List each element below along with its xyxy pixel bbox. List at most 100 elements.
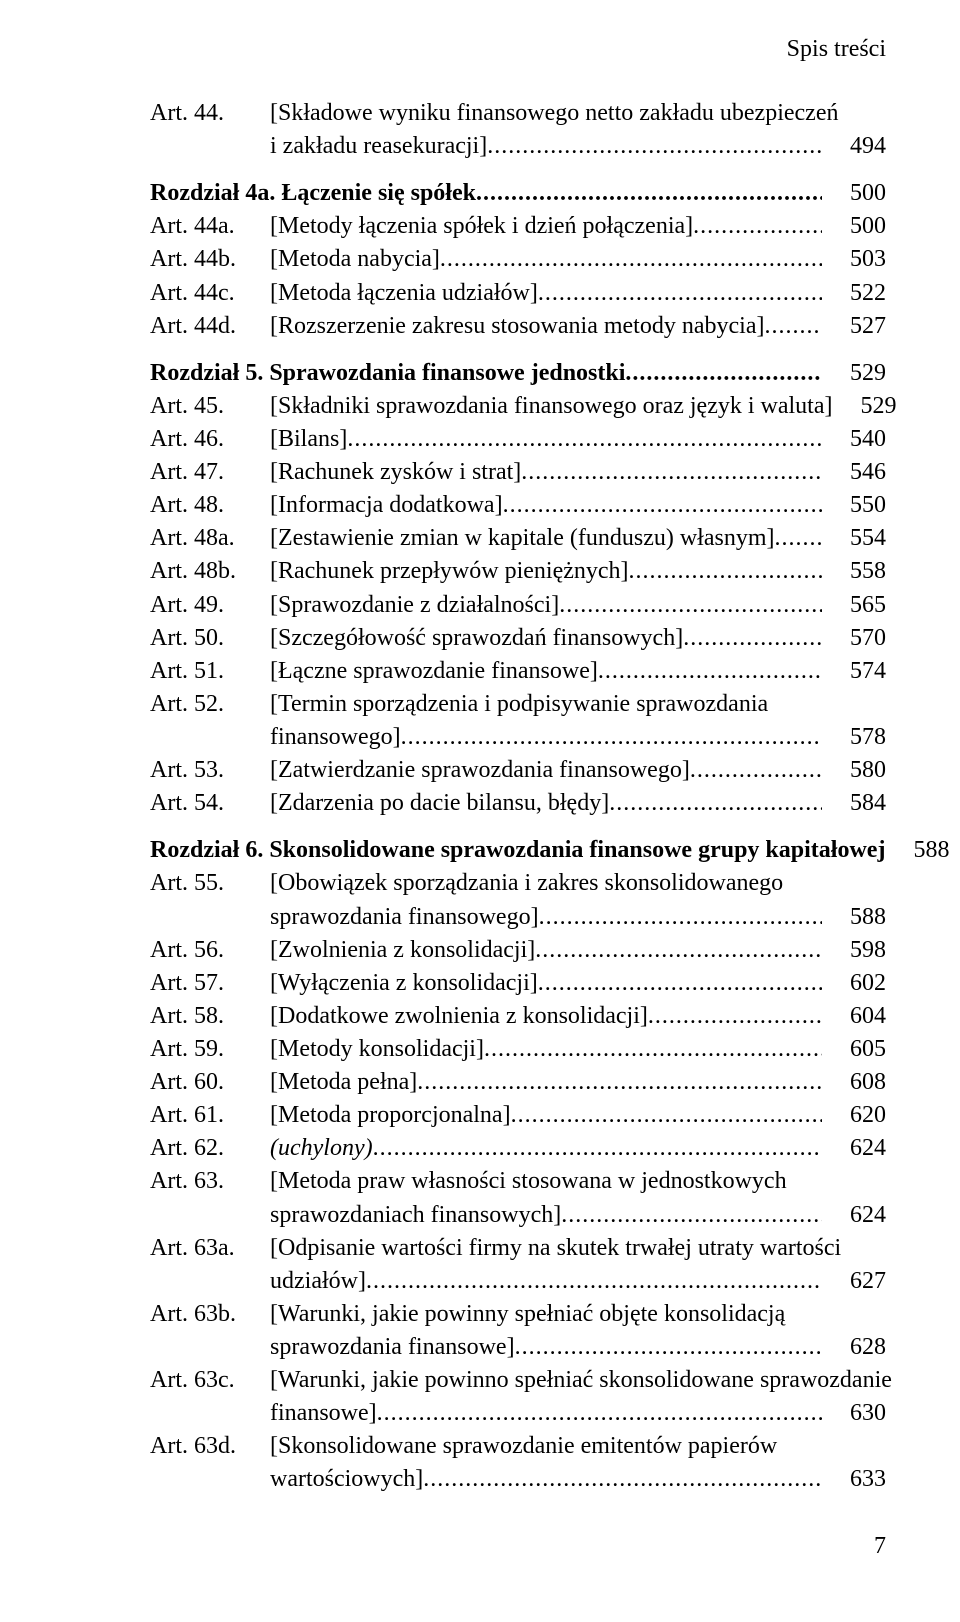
toc-entry: Art. 54.[Zdarzenia po dacie bilansu, błę… <box>150 787 886 820</box>
toc-page-number: 565 <box>822 589 886 622</box>
table-of-contents: Art. 44.[Składowe wyniku finansowego net… <box>150 97 886 1496</box>
toc-entry: Art. 61.[Metoda proporcjonalna]620 <box>150 1099 886 1132</box>
toc-entry: Art. 55.[Obowiązek sporządzania i zakres… <box>150 867 886 900</box>
toc-entry-title: [Sprawozdanie z działalności] <box>270 589 559 622</box>
toc-entry-title: [Zestawienie zmian w kapitale (funduszu)… <box>270 522 775 555</box>
toc-leader <box>347 423 822 456</box>
toc-leader <box>693 210 822 243</box>
toc-entry-title: [Metody łączenia spółek i dzień połączen… <box>270 210 693 243</box>
toc-leader <box>511 1099 822 1132</box>
toc-entry: Art. 44d.[Rozszerzenie zakresu stosowani… <box>150 310 886 343</box>
toc-leader <box>609 787 822 820</box>
toc-article-label: Art. 60. <box>150 1066 270 1099</box>
toc-entry-title: [Metoda łączenia udziałów] <box>270 277 538 310</box>
toc-entry-title: [Bilans] <box>270 423 347 456</box>
toc-leader <box>764 310 822 343</box>
toc-leader <box>648 1000 822 1033</box>
toc-leader <box>598 655 822 688</box>
toc-entry-title: [Rachunek przepływów pieniężnych] <box>270 555 629 588</box>
toc-entry-title: sprawozdania finansowe] <box>270 1331 515 1364</box>
toc-entry: Art. 48.[Informacja dodatkowa]550 <box>150 489 886 522</box>
toc-entry-title: finansowego] <box>270 721 401 754</box>
toc-article-label: Art. 58. <box>150 1000 270 1033</box>
toc-article-label: Art. 63a. <box>150 1232 270 1265</box>
toc-article-label: Art. 49. <box>150 589 270 622</box>
toc-page-number: 500 <box>822 177 886 210</box>
toc-page-number: 633 <box>822 1463 886 1496</box>
toc-entry: Art. 47.[Rachunek zysków i strat]546 <box>150 456 886 489</box>
toc-page-number: 540 <box>822 423 886 456</box>
toc-leader <box>440 243 822 276</box>
toc-article-label: Art. 47. <box>150 456 270 489</box>
toc-page-number: 558 <box>822 555 886 588</box>
toc-leader <box>683 622 822 655</box>
toc-article-label: Art. 44a. <box>150 210 270 243</box>
toc-page-number: 580 <box>822 754 886 787</box>
toc-article-label: Art. 51. <box>150 655 270 688</box>
running-header: Spis treści <box>150 36 886 63</box>
toc-entry-continuation: finansowego]578 <box>150 721 886 754</box>
toc-entry: Art. 44a.[Metody łączenia spółek i dzień… <box>150 210 886 243</box>
toc-page-number: 588 <box>885 834 949 867</box>
toc-entry-title: [Metoda pełna] <box>270 1066 417 1099</box>
toc-article-label: Art. 44. <box>150 97 270 130</box>
toc-entry-title: [Zdarzenia po dacie bilansu, błędy] <box>270 787 609 820</box>
toc-page-number: 588 <box>822 901 886 934</box>
toc-entry-title: sprawozdania finansowego] <box>270 901 539 934</box>
toc-entry-continuation: finansowe]630 <box>150 1397 886 1430</box>
toc-entry: Art. 63b.[Warunki, jakie powinny spełnia… <box>150 1298 886 1331</box>
toc-entry-title: [Informacja dodatkowa] <box>270 489 503 522</box>
toc-entry: Art. 44.[Składowe wyniku finansowego net… <box>150 97 886 130</box>
toc-page-number: 624 <box>822 1132 886 1165</box>
toc-entry: Art. 60.[Metoda pełna]608 <box>150 1066 886 1099</box>
toc-entry-continuation: sprawozdania finansowego] 588 <box>150 901 886 934</box>
toc-entry: Art. 53.[Zatwierdzanie sprawozdania fina… <box>150 754 886 787</box>
toc-entry: Art. 59.[Metody konsolidacji]605 <box>150 1033 886 1066</box>
toc-entry-title: [Składniki sprawozdania finansowego oraz… <box>270 390 832 423</box>
toc-section-title: Rozdział 6. Skonsolidowane sprawozdania … <box>150 834 885 867</box>
toc-entry-title: [Metoda proporcjonalna] <box>270 1099 511 1132</box>
toc-page-number: 527 <box>822 310 886 343</box>
toc-article-label: Art. 44b. <box>150 243 270 276</box>
toc-entry-title: [Składowe wyniku finansowego netto zakła… <box>270 97 838 130</box>
toc-page-number: 624 <box>822 1199 886 1232</box>
toc-page-number: 500 <box>822 210 886 243</box>
toc-leader <box>538 967 822 1000</box>
toc-article-label: Art. 62. <box>150 1132 270 1165</box>
toc-entry: Art. 63a.[Odpisanie wartości firmy na sk… <box>150 1232 886 1265</box>
toc-page-number: 554 <box>822 522 886 555</box>
toc-entry: Art. 44b.[Metoda nabycia] 503 <box>150 243 886 276</box>
toc-leader <box>521 456 822 489</box>
toc-leader <box>515 1331 822 1364</box>
toc-leader <box>538 277 822 310</box>
toc-entry-title: (uchylony) <box>270 1132 373 1165</box>
toc-article-label: Art. 55. <box>150 867 270 900</box>
toc-page-number: 522 <box>822 277 886 310</box>
toc-entry-title: [Szczegółowość sprawozdań finansowych] <box>270 622 683 655</box>
toc-entry-title: [Wyłączenia z konsolidacji] <box>270 967 538 1000</box>
toc-article-label: Art. 54. <box>150 787 270 820</box>
toc-entry-continuation: sprawozdania finansowe]628 <box>150 1331 886 1364</box>
toc-leader <box>775 522 823 555</box>
toc-page-number: 620 <box>822 1099 886 1132</box>
toc-entry: Art. 50.[Szczegółowość sprawozdań finans… <box>150 622 886 655</box>
toc-entry-title: [Warunki, jakie powinny spełniać objęte … <box>270 1298 785 1331</box>
toc-section-heading: Rozdział 4a. Łączenie się spółek500 <box>150 177 886 210</box>
toc-page-number: 494 <box>822 130 886 163</box>
toc-entry: Art. 48a.[Zestawienie zmian w kapitale (… <box>150 522 886 555</box>
toc-entry-title: [Metody konsolidacji] <box>270 1033 484 1066</box>
toc-page-number: 598 <box>822 934 886 967</box>
toc-page-number: 529 <box>822 357 886 390</box>
toc-article-label: Art. 45. <box>150 390 270 423</box>
toc-entry-title: i zakładu reasekuracji] <box>270 130 487 163</box>
toc-page-number: 503 <box>822 243 886 276</box>
toc-page-number: 574 <box>822 655 886 688</box>
toc-article-label: Art. 63d. <box>150 1430 270 1463</box>
toc-leader <box>690 754 822 787</box>
toc-article-label: Art. 44d. <box>150 310 270 343</box>
toc-article-label: Art. 59. <box>150 1033 270 1066</box>
toc-article-label: Art. 57. <box>150 967 270 1000</box>
toc-leader <box>487 130 822 163</box>
toc-leader <box>629 555 822 588</box>
toc-entry-title: [Metoda nabycia] <box>270 243 440 276</box>
